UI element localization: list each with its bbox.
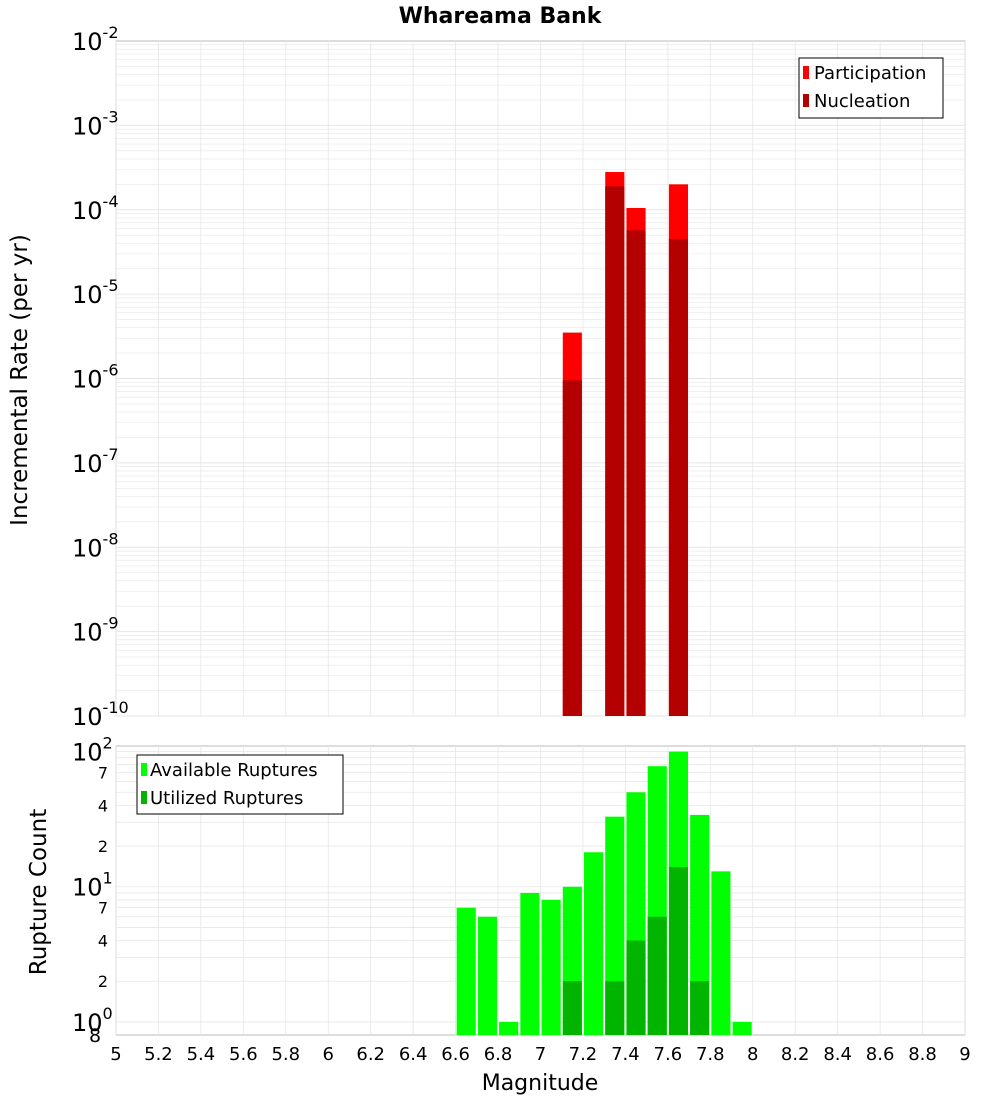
count-y-tick-label: 102 [72, 734, 113, 767]
x-tick-label: 6.2 [356, 1044, 385, 1065]
rate-grid [115, 41, 966, 717]
nucleation-bar [562, 380, 582, 716]
x-tick-label: 7.4 [611, 1044, 640, 1065]
x-tick-label: 6.6 [441, 1044, 470, 1065]
available-legend-label: Available Ruptures [150, 760, 318, 781]
x-tick-label: 8 [747, 1044, 758, 1065]
available-bar [584, 852, 604, 1035]
utilized-bar [562, 981, 582, 1035]
x-tick-label: 8.8 [908, 1044, 937, 1065]
x-tick-label: 5.4 [187, 1044, 216, 1065]
utilized-bar [647, 916, 667, 1035]
rate-y-axis-label: Incremental Rate (per yr) [7, 234, 33, 526]
available-bar [732, 1021, 752, 1035]
x-tick-label: 7.8 [696, 1044, 725, 1065]
count-y-tick-label: 4 [98, 932, 108, 951]
chart-title: Whareama Bank [399, 4, 603, 29]
count-y-tick-label: 2 [98, 837, 108, 856]
count-legend: Available Ruptures Utilized Ruptures [136, 754, 344, 815]
rate-panel: 10-2 10-3 10-4 10-5 10-6 10-7 10-8 10-9 10-10 In… [7, 23, 966, 731]
nucleation-swatch [803, 94, 809, 107]
x-tick-label: 5.2 [144, 1044, 173, 1065]
rate-y-tick-label: 10-7 [72, 445, 119, 478]
participation-swatch [803, 66, 809, 79]
x-tick-label: 7 [535, 1044, 546, 1065]
rate-y-tick-label: 10-4 [72, 192, 119, 225]
nucleation-legend-label: Nucleation [814, 91, 910, 112]
available-bar [690, 814, 710, 1035]
nucleation-bar [605, 186, 625, 716]
nucleation-bar [626, 230, 646, 716]
rate-y-tick-label: 10-3 [72, 107, 119, 140]
utilized-bar [690, 981, 710, 1035]
x-tick-label: 6 [323, 1044, 334, 1065]
utilized-bar [626, 940, 646, 1035]
participation-legend-label: Participation [814, 63, 926, 84]
available-swatch [141, 763, 147, 776]
rate-legend: Participation Nucleation [798, 57, 944, 119]
x-tick-label: 8.2 [781, 1044, 810, 1065]
x-axis-ticks: 5 5.2 5.4 5.6 5.8 6 6.2 6.4 6.6 6.8 7 7.2 7.4 7.6 7.8 8… [110, 1044, 970, 1065]
x-tick-label: 6.4 [399, 1044, 428, 1065]
rate-y-tick-label: 10-8 [72, 529, 119, 562]
x-tick-label: 8.6 [866, 1044, 895, 1065]
utilized-legend-label: Utilized Ruptures [150, 788, 303, 809]
utilized-swatch [141, 791, 147, 804]
x-axis-label: Magnitude [482, 1071, 599, 1096]
count-y-tick-label: 100 [72, 1004, 113, 1037]
rate-legend-box [798, 57, 944, 119]
rate-y-tick-label: 10-2 [72, 23, 119, 56]
count-y-tick-label: 4 [98, 796, 108, 815]
count-y-tick-label: 101 [72, 869, 113, 902]
available-bar [499, 1021, 519, 1035]
available-bar [605, 816, 625, 1035]
available-bar [541, 899, 561, 1035]
rate-y-tick-label: 10-10 [72, 698, 129, 731]
rate-y-ticks: 10-2 10-3 10-4 10-5 10-6 10-7 10-8 10-9 10-10 [72, 23, 129, 731]
available-bar [520, 892, 540, 1035]
count-y-tick-label: 7 [98, 764, 108, 783]
rate-y-tick-label: 10-9 [72, 614, 119, 647]
x-tick-label: 5.8 [271, 1044, 300, 1065]
available-bar [477, 916, 497, 1035]
rate-y-tick-label: 10-6 [72, 361, 119, 394]
rate-bars [562, 172, 689, 717]
count-y-tick-label: 8 [89, 1025, 101, 1047]
available-bar [456, 907, 476, 1035]
nucleation-bar [668, 239, 689, 716]
count-y-tick-label: 7 [98, 899, 108, 918]
count-y-tick-label: 2 [98, 972, 108, 991]
utilized-bar [668, 866, 689, 1035]
x-tick-label: 8.4 [823, 1044, 852, 1065]
x-tick-label: 6.8 [484, 1044, 513, 1065]
utilized-bar [605, 981, 625, 1035]
rate-y-tick-label: 10-5 [72, 276, 119, 309]
count-bars [456, 751, 752, 1035]
available-bar [711, 871, 731, 1035]
x-tick-label: 9 [959, 1044, 970, 1065]
x-tick-label: 5 [110, 1044, 121, 1065]
count-y-axis-label: Rupture Count [26, 809, 52, 975]
x-tick-label: 7.2 [569, 1044, 598, 1065]
count-legend-box [136, 754, 344, 815]
x-tick-label: 5.6 [229, 1044, 258, 1065]
x-tick-label: 7.6 [654, 1044, 683, 1065]
